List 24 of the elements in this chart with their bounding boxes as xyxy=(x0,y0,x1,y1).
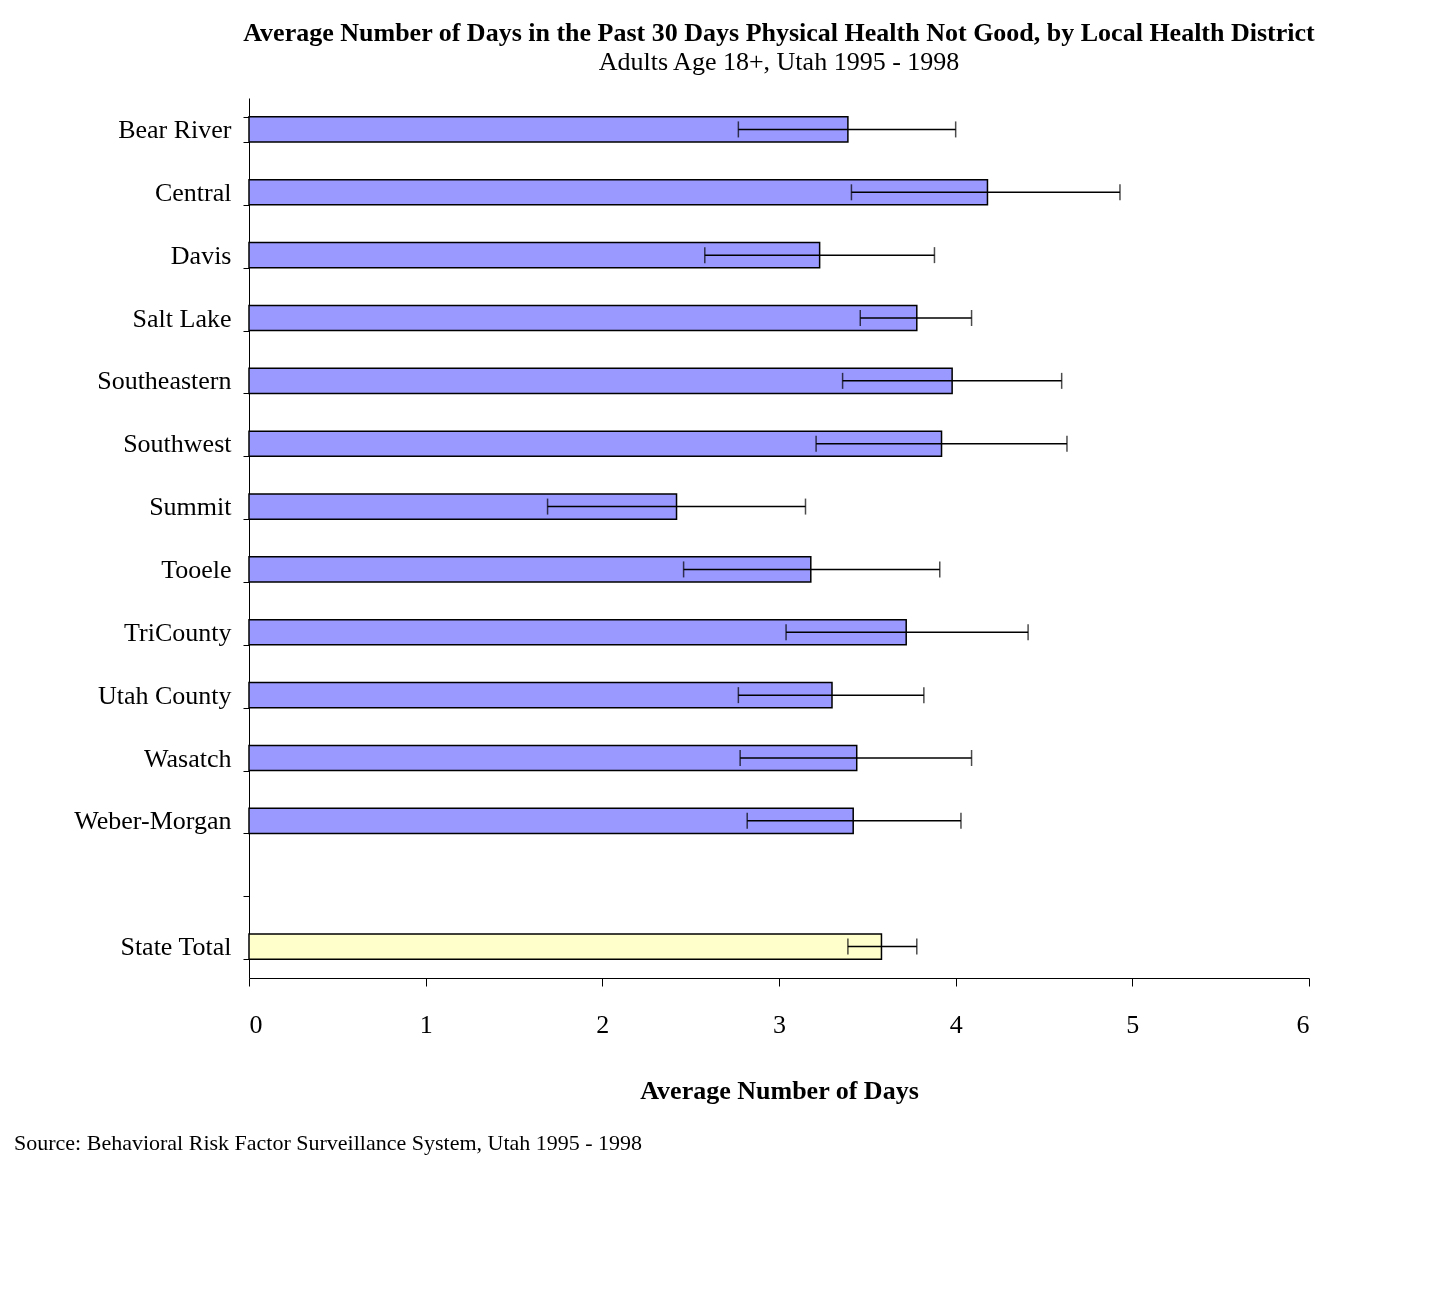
y-tick-label: Wasatch xyxy=(144,743,232,773)
x-tick-label: 2 xyxy=(596,1009,610,1039)
y-tick-label: Central xyxy=(154,177,232,207)
y-tick-label: Utah County xyxy=(97,680,232,710)
x-axis-title: Average Number of Days xyxy=(640,1075,919,1105)
y-tick-label: Bear River xyxy=(118,114,232,144)
y-tick-label: Southeastern xyxy=(97,366,232,396)
x-tick-label: 6 xyxy=(1296,1009,1310,1039)
y-tick-label: Weber-Morgan xyxy=(74,806,232,836)
y-tick-label: Salt Lake xyxy=(132,303,232,333)
chart-subtitle: Adults Age 18+, Utah 1995 - 1998 xyxy=(598,47,960,76)
x-tick-label: 3 xyxy=(773,1009,786,1039)
y-tick-label: Tooele xyxy=(161,554,232,584)
chart-title: Average Number of Days in the Past 30 Days Physical Health Not Good, by Local Health District xyxy=(243,18,1316,47)
y-tick-label: Summit xyxy=(149,492,233,522)
x-tick-label: 1 xyxy=(419,1009,433,1039)
x-tick-label: 0 xyxy=(249,1009,263,1039)
y-tick-label: Davis xyxy=(170,240,232,270)
y-tick-label: TriCounty xyxy=(124,617,232,647)
source-note: Source: Behavioral Risk Factor Surveillance System, Utah 1995 - 1998 xyxy=(14,1130,643,1155)
y-tick-label: State Total xyxy=(120,932,232,962)
x-tick-label: 5 xyxy=(1126,1009,1140,1039)
y-tick-label: Southwest xyxy=(123,429,233,459)
x-tick-label: 4 xyxy=(949,1009,963,1039)
